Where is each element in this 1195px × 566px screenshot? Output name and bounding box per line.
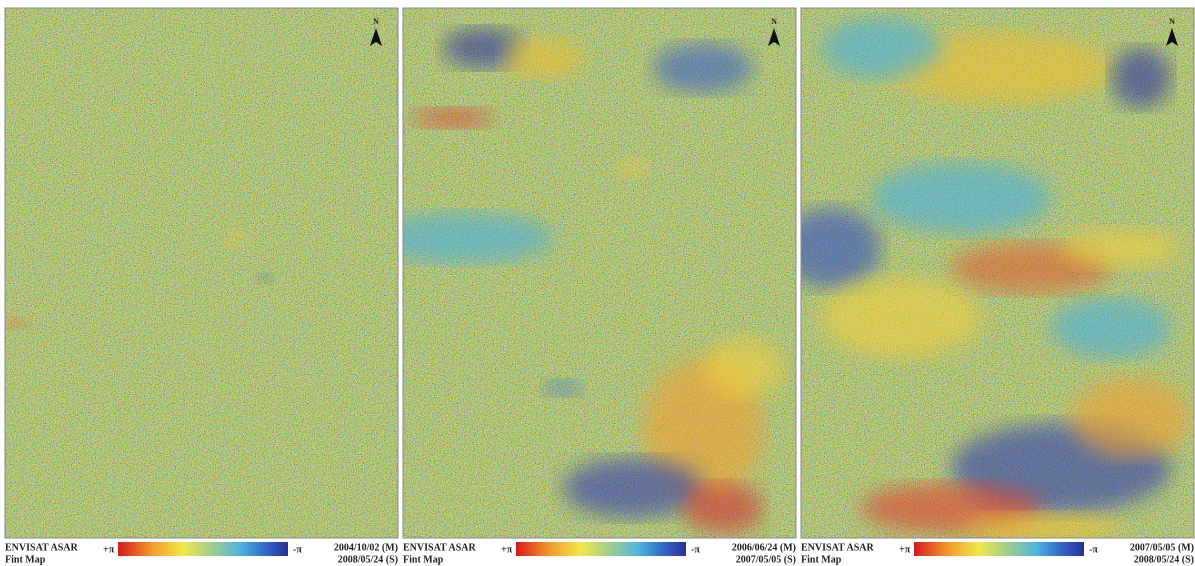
fringe (563, 458, 703, 518)
fringe (618, 158, 648, 178)
scale-max: +π (899, 544, 911, 555)
fringe (871, 163, 1051, 233)
page: {"panels": [ {"north": "N", "sensor": "E… (0, 0, 1195, 566)
scale-min: -π (1089, 544, 1098, 555)
colorbar (118, 542, 288, 556)
sensor-label: ENVISAT ASAR (403, 542, 476, 553)
fringe (703, 338, 783, 398)
fringe (543, 380, 583, 396)
scale-max: +π (501, 544, 513, 555)
colorbar (914, 542, 1084, 556)
scale-min: -π (293, 544, 302, 555)
product-label: Fint Map (801, 554, 842, 565)
master-date: 2004/10/02 (M) (334, 542, 398, 553)
figure: NENVISAT ASARFint Map+π-π2004/10/02 (M)2… (0, 0, 1195, 566)
scale-min: -π (691, 544, 700, 555)
north-label: N (771, 17, 777, 26)
slave-date: 2007/05/05 (S) (736, 554, 796, 565)
slave-date: 2008/05/24 (S) (338, 554, 398, 565)
master-date: 2006/06/24 (M) (732, 542, 796, 553)
slave-date: 2008/05/24 (S) (1134, 554, 1194, 565)
fringe (1071, 378, 1191, 458)
sensor-label: ENVISAT ASAR (801, 542, 874, 553)
fringe (257, 273, 273, 283)
fringe (683, 483, 763, 533)
fringe (1111, 48, 1171, 108)
fringe (225, 230, 245, 246)
fringe (821, 278, 981, 358)
colorbar (516, 542, 686, 556)
fringe (503, 38, 583, 78)
fringe (1051, 298, 1171, 358)
product-label: Fint Map (5, 554, 46, 565)
fringe (653, 43, 753, 93)
phase-tint (5, 8, 398, 538)
scale-max: +π (103, 544, 115, 555)
fringe (373, 213, 553, 263)
fringe (821, 18, 941, 78)
north-label: N (1169, 17, 1175, 26)
fringe (413, 108, 493, 128)
sensor-label: ENVISAT ASAR (5, 542, 78, 553)
north-label: N (373, 17, 379, 26)
master-date: 2007/05/05 (M) (1130, 542, 1194, 553)
fringe (1061, 228, 1181, 268)
product-label: Fint Map (403, 554, 444, 565)
